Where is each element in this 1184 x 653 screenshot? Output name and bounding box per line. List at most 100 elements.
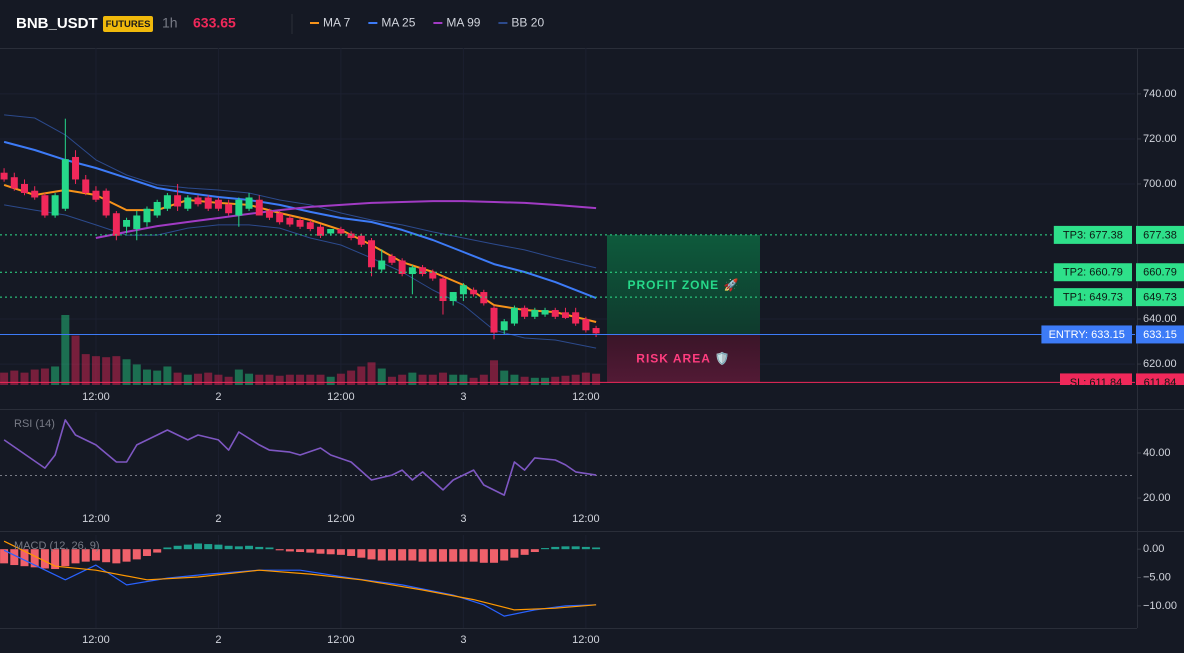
histogram-bar bbox=[153, 549, 162, 553]
histogram-bar bbox=[61, 549, 70, 567]
histogram-bar bbox=[316, 549, 325, 554]
candle-body bbox=[398, 260, 406, 275]
volume-bar bbox=[551, 376, 560, 385]
level-tag: TP1: 649.73 bbox=[1063, 292, 1123, 304]
candle-body bbox=[419, 267, 427, 275]
volume-bar bbox=[285, 374, 294, 385]
candle-body bbox=[72, 156, 80, 180]
volume-bar bbox=[561, 375, 570, 385]
volume-bar bbox=[153, 370, 162, 385]
volume-bar bbox=[183, 374, 192, 385]
x-tick-label: 2 bbox=[215, 634, 221, 646]
price-tag-bg bbox=[1136, 225, 1184, 244]
histogram-bar bbox=[592, 547, 601, 550]
candle-body bbox=[41, 195, 49, 216]
candle-body bbox=[531, 310, 539, 317]
histogram-bar bbox=[367, 549, 376, 560]
volume-bar bbox=[61, 315, 70, 385]
level-tag-bg bbox=[1053, 263, 1132, 282]
x-tick-label: 3 bbox=[460, 513, 466, 525]
price-tag: 649.73 bbox=[1143, 292, 1177, 304]
candle-body bbox=[214, 199, 222, 209]
candle-body bbox=[510, 307, 518, 324]
rsi-pane bbox=[0, 412, 1135, 512]
y-tick-label: 40.00 bbox=[1143, 447, 1171, 459]
candle-body bbox=[143, 208, 151, 223]
histogram-bar bbox=[336, 549, 345, 555]
volume-bar bbox=[265, 374, 274, 385]
histogram-bar bbox=[265, 547, 274, 550]
histogram-bar bbox=[91, 549, 100, 561]
histogram-bar bbox=[245, 545, 254, 550]
x-tick-label: 12:00 bbox=[572, 634, 600, 646]
volume-bar bbox=[296, 374, 305, 385]
y-tick-label: 640.00 bbox=[1143, 313, 1177, 325]
candle-body bbox=[551, 310, 559, 317]
histogram-bar bbox=[541, 548, 550, 550]
interval: 1h bbox=[162, 15, 178, 31]
histogram-bar bbox=[428, 549, 437, 562]
candle-body bbox=[225, 204, 233, 214]
candle-body bbox=[480, 292, 488, 304]
y-tick-label: −5.00 bbox=[1143, 571, 1171, 583]
level-tag: SL: 611.84 bbox=[1070, 377, 1122, 389]
histogram-bar bbox=[326, 549, 335, 555]
histogram-bar bbox=[285, 549, 294, 552]
last-price: 633.65 bbox=[193, 15, 236, 31]
volume-bar bbox=[479, 374, 488, 385]
histogram-bar bbox=[112, 549, 121, 564]
y-tick-label: 720.00 bbox=[1143, 133, 1177, 145]
y-tick-label: 700.00 bbox=[1143, 178, 1177, 190]
volume-bar bbox=[449, 374, 458, 385]
x-tick-label: 12:00 bbox=[572, 513, 600, 525]
volume-bar bbox=[541, 377, 550, 385]
candle-body bbox=[133, 215, 141, 229]
volume-bar bbox=[500, 370, 509, 385]
candle-body bbox=[286, 217, 294, 225]
candle-body bbox=[194, 197, 202, 205]
volume-bar bbox=[408, 372, 417, 385]
histogram-bar bbox=[163, 547, 172, 550]
volume-bar bbox=[173, 372, 182, 385]
badge-bg bbox=[103, 16, 153, 32]
volume-bar bbox=[510, 374, 519, 385]
candle-body bbox=[470, 289, 478, 295]
volume-bar bbox=[357, 366, 366, 385]
histogram-bar bbox=[306, 549, 315, 553]
x-tick-label: 12:00 bbox=[82, 513, 110, 525]
moving-average bbox=[95, 200, 597, 239]
candle-body bbox=[357, 235, 365, 245]
level-tag-bg bbox=[1053, 288, 1132, 307]
candle-body bbox=[123, 219, 131, 227]
volume-bar bbox=[10, 370, 19, 385]
histogram-bar bbox=[51, 549, 60, 570]
volume-bar bbox=[194, 373, 203, 385]
candle-body bbox=[20, 183, 28, 193]
x-tick-label: 12:00 bbox=[82, 634, 110, 646]
volume-bar bbox=[571, 374, 580, 385]
volume-bar bbox=[234, 369, 243, 385]
histogram-bar bbox=[357, 549, 366, 558]
volume-bar bbox=[592, 373, 601, 385]
candle-body bbox=[102, 190, 110, 216]
candle-body bbox=[235, 199, 243, 216]
histogram-bar bbox=[183, 544, 192, 550]
histogram-bar bbox=[255, 546, 264, 550]
candle-body bbox=[61, 159, 69, 209]
x-tick-label: 2 bbox=[215, 513, 221, 525]
band-upper bbox=[4, 114, 597, 269]
histogram-bar bbox=[81, 549, 90, 562]
x-tick-label: 2 bbox=[215, 391, 221, 403]
moving-average bbox=[3, 183, 597, 323]
histogram-bar bbox=[490, 549, 499, 563]
volume-bar bbox=[398, 374, 407, 385]
price-tag: 660.79 bbox=[1143, 267, 1177, 279]
volume-bar bbox=[51, 366, 60, 385]
histogram-bar bbox=[40, 549, 49, 569]
candle-body bbox=[500, 321, 508, 331]
histogram-bar bbox=[500, 549, 509, 561]
volume-bar bbox=[81, 354, 90, 385]
volume-bar bbox=[30, 369, 39, 385]
candle-body bbox=[521, 307, 529, 317]
